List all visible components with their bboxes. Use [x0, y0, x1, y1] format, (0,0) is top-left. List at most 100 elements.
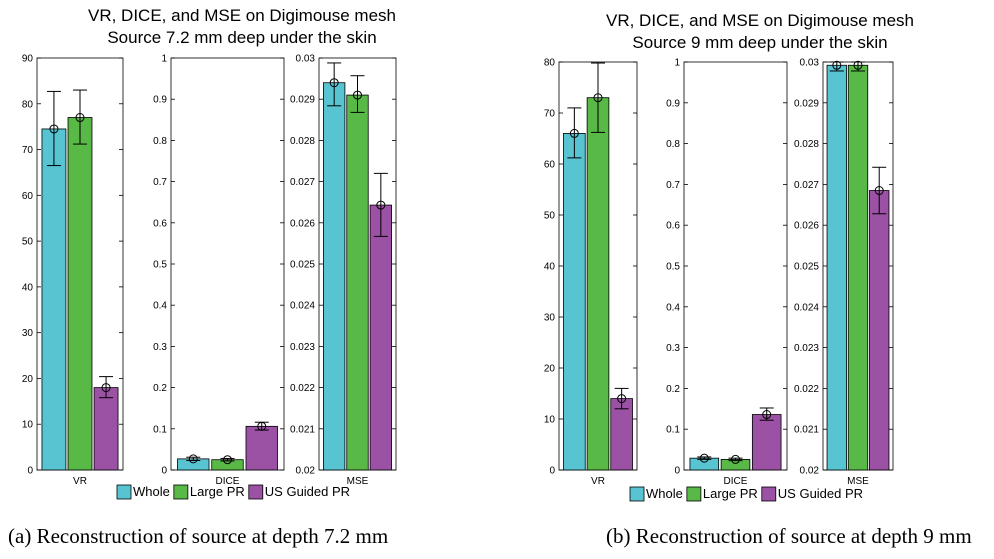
y-tick-label: 0.022 [290, 383, 315, 394]
legend-b: Whole Large PR US Guided PR [629, 486, 863, 502]
y-tick-label: 0.7 [666, 180, 680, 191]
y-tick-label: 0.026 [794, 221, 819, 232]
legend-swatch-us-guided-pr [761, 486, 777, 502]
y-tick-label: 0.02 [296, 466, 316, 477]
legend-label: Whole [133, 484, 170, 499]
y-tick-label: 0.9 [153, 95, 167, 106]
bar-whole [826, 64, 847, 471]
y-tick-label: 0.024 [290, 301, 315, 312]
y-tick-label: 0.026 [290, 218, 315, 229]
y-tick-label: 0.7 [153, 177, 167, 188]
y-tick-label: 1 [674, 58, 680, 69]
bar-whole [563, 132, 586, 471]
mean-marker [353, 90, 362, 100]
legend-label: Large PR [190, 484, 245, 499]
mean-marker [257, 421, 267, 431]
mean-marker [699, 453, 709, 463]
y-tick-label: 0.5 [666, 262, 680, 273]
y-tick-label: 70 [22, 145, 34, 156]
panel-a-subtitle: Source 7.2 mm deep under the skin [107, 28, 376, 47]
y-tick-label: 0.9 [666, 98, 680, 109]
legend-label: US Guided PR [265, 484, 350, 499]
legend-label: US Guided PR [778, 486, 863, 501]
panel-b-title: VR, DICE, and MSE on Digimouse mesh [606, 11, 914, 30]
mean-marker [101, 383, 111, 393]
mean-marker [188, 454, 198, 464]
mean-marker [329, 78, 339, 88]
subplot-vr-b: 0 10 20 30 40 50 60 70 80 VR [544, 58, 638, 487]
y-tick-label: 0.4 [666, 302, 680, 313]
y-tick-label: 80 [544, 58, 556, 69]
legend-swatch-whole [629, 486, 645, 502]
y-tick-label: 0.025 [290, 260, 315, 271]
y-tick-label: 0.024 [794, 302, 819, 313]
bar-us-guided-pr [245, 425, 278, 471]
panel-b-caption: (b) Reconstruction of source at depth 9 … [606, 524, 972, 548]
y-tick-label: 10 [22, 420, 34, 431]
y-tick-label: 0 [27, 466, 33, 477]
y-tick-label: 70 [544, 109, 556, 120]
bar-us-guided-pr [610, 398, 633, 471]
y-tick-label: 60 [22, 191, 34, 202]
y-tick-label: 0.025 [794, 262, 819, 273]
bar-us-guided-pr [93, 387, 119, 471]
y-tick-label: 40 [544, 262, 556, 273]
bar-us-guided-pr [751, 414, 782, 471]
subplot-dice-a: 0 0.1 0.2 0.3 0.4 0.5 0.6 0.7 0.8 0.9 1 DICE [153, 54, 285, 487]
y-tick-label: 0.3 [666, 343, 680, 354]
subplot-mse-a: 0.02 0.021 0.022 0.023 0.024 0.025 0.026 0.027 0… [290, 54, 397, 487]
y-tick-label: 0.027 [794, 180, 819, 191]
y-tick-label: 50 [22, 237, 34, 248]
legend-label: Whole [646, 486, 683, 501]
bar-us-guided-pr [869, 190, 890, 471]
y-tick-label: 0.021 [794, 425, 819, 436]
y-tick-label: 20 [22, 374, 34, 385]
y-tick-label: 0.028 [290, 136, 315, 147]
x-label: VR [73, 476, 87, 487]
bar-large-pr [67, 117, 93, 471]
y-tick-label: 40 [22, 282, 34, 293]
y-tick-label: 0.029 [290, 95, 315, 106]
y-tick-label: 80 [22, 99, 34, 110]
mean-marker [593, 93, 603, 103]
mean-marker [376, 200, 386, 210]
legend-label: Large PR [703, 486, 758, 501]
y-tick-label: 0.1 [666, 425, 680, 436]
y-tick-label: 60 [544, 160, 556, 171]
bar-whole [41, 128, 67, 471]
y-tick-label: 0.023 [794, 343, 819, 354]
x-label: VR [591, 476, 605, 487]
subplot-dice-b: 0 0.1 0.2 0.3 0.4 0.5 0.6 0.7 0.8 0.9 1 DICE [666, 58, 788, 487]
y-tick-label: 0.1 [153, 424, 167, 435]
y-tick-label: 0 [161, 466, 167, 477]
mean-marker [49, 124, 59, 134]
y-tick-label: 30 [22, 328, 34, 339]
legend-swatch-large-pr [686, 486, 702, 502]
y-tick-label: 0.021 [290, 424, 315, 435]
y-tick-label: 0.023 [290, 342, 315, 353]
legend-a: Whole Large PR US Guided PR [116, 484, 350, 500]
y-tick-label: 50 [544, 211, 556, 222]
y-tick-label: 0.3 [153, 342, 167, 353]
y-tick-label: 0.8 [666, 139, 680, 150]
legend-swatch-large-pr [173, 484, 189, 500]
y-tick-label: 0.029 [794, 98, 819, 109]
y-tick-label: 0.022 [794, 384, 819, 395]
y-tick-label: 0 [674, 466, 680, 477]
bar-us-guided-pr [369, 204, 392, 471]
y-tick-label: 0.6 [666, 221, 680, 232]
mean-marker [731, 454, 740, 464]
y-tick-label: 0.028 [794, 139, 819, 150]
subplot-mse-b: 0.02 0.021 0.022 0.023 0.024 0.025 0.026 0.027 0… [794, 58, 894, 487]
bar-large-pr [346, 94, 369, 471]
mean-marker [853, 60, 863, 70]
y-tick-label: 0.027 [290, 177, 315, 188]
y-tick-label: 0.8 [153, 136, 167, 147]
legend-swatch-whole [116, 484, 132, 500]
y-tick-label: 20 [544, 364, 556, 375]
y-tick-label: 0.02 [800, 466, 820, 477]
mean-marker [75, 113, 85, 123]
y-tick-label: 0.4 [153, 301, 167, 312]
mean-marker [223, 455, 232, 465]
